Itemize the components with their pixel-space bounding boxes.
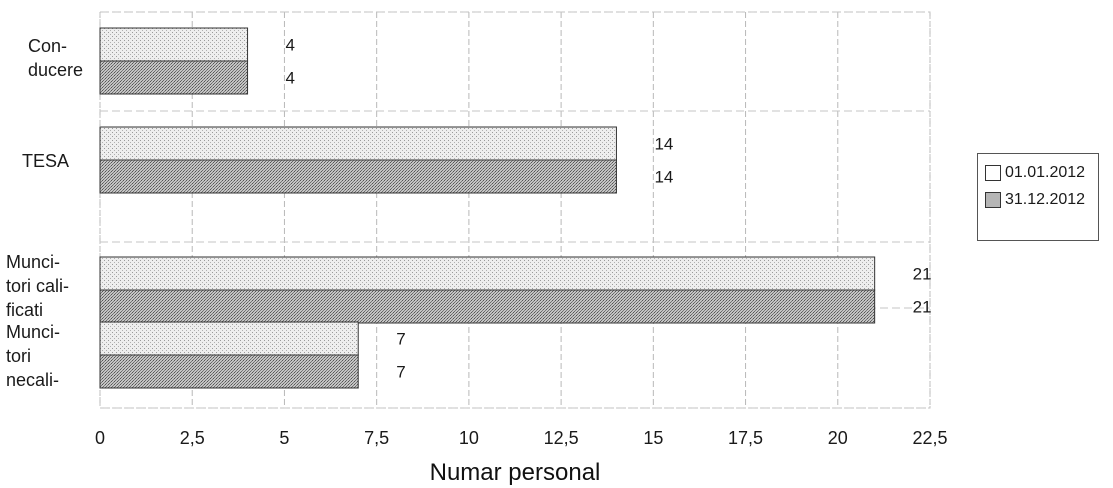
- data-label: 14: [654, 168, 673, 187]
- x-tick-label: 2,5: [180, 428, 205, 448]
- x-tick-label: 22,5: [912, 428, 947, 448]
- legend-item-series-2: 31.12.2012: [985, 189, 1085, 211]
- plot-frame: [99, 11, 931, 409]
- bar-2-4: [99, 354, 359, 389]
- data-label: 14: [654, 135, 673, 154]
- x-tick-label: 15: [643, 428, 663, 448]
- bar-1-2: [99, 126, 617, 161]
- legend-label-series-2: 31.12.2012: [1005, 191, 1086, 208]
- x-axis-title: Numar personal: [430, 459, 601, 486]
- data-label: 4: [286, 36, 295, 55]
- x-tick-label: 5: [279, 428, 289, 448]
- bar-2-1: [99, 60, 249, 95]
- data-label: 4: [286, 69, 295, 88]
- x-tick-label: 20: [828, 428, 848, 448]
- data-label: 21: [913, 265, 932, 284]
- category-label: Munci- tori necali-: [6, 322, 61, 390]
- bar-2-3: [99, 289, 876, 324]
- bar-2-2: [99, 159, 617, 194]
- data-label: 21: [913, 298, 932, 317]
- x-tick-label: 12,5: [544, 428, 579, 448]
- category-label: Munci- tori cali- ficati: [6, 252, 70, 320]
- legend-label-series-1: 01.01.2012: [1005, 164, 1086, 181]
- category-label: TESA: [22, 151, 70, 171]
- bar-1-4: [99, 321, 359, 356]
- bar-1-1: [99, 27, 249, 62]
- x-tick-label: 17,5: [728, 428, 763, 448]
- legend-item-series-1: 01.01.2012: [985, 162, 1085, 184]
- category-label: Con- ducere: [28, 36, 84, 80]
- x-tick-label: 0: [95, 428, 105, 448]
- legend-swatch-series-1: [985, 165, 1001, 181]
- bar-1-3: [99, 256, 876, 291]
- x-tick-label: 10: [459, 428, 479, 448]
- data-label: 7: [396, 363, 405, 382]
- x-tick-label: 7,5: [364, 428, 389, 448]
- chart-legend: 01.01.2012 31.12.2012: [977, 153, 1099, 241]
- legend-swatch-series-2: [985, 192, 1001, 208]
- data-label: 7: [396, 330, 405, 349]
